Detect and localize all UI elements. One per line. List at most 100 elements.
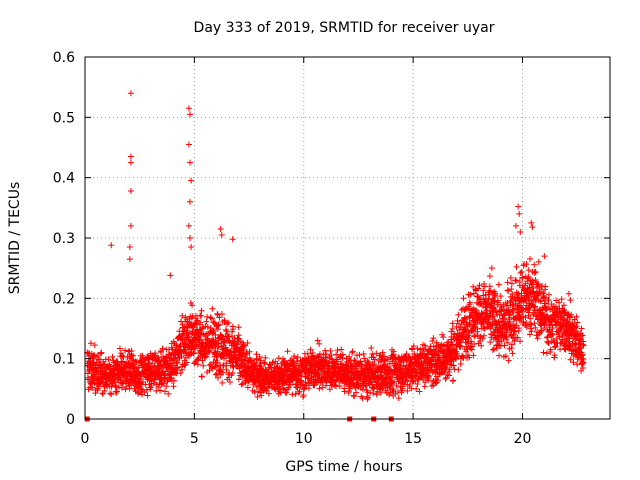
- data-point: [127, 153, 134, 160]
- data-point: [535, 281, 542, 288]
- data-point: [492, 291, 499, 298]
- data-point: [365, 394, 372, 401]
- data-point: [476, 282, 483, 289]
- data-point: [480, 324, 487, 331]
- data-point: [239, 356, 246, 363]
- data-point: [230, 339, 237, 346]
- data-point: [319, 384, 326, 391]
- data-point: [225, 319, 232, 326]
- data-point: [87, 380, 94, 387]
- data-point: [361, 355, 368, 362]
- data-point: [528, 328, 535, 335]
- data-point: [496, 352, 503, 359]
- data-point: [508, 280, 515, 287]
- data-point: [453, 323, 460, 330]
- data-point: [174, 364, 181, 371]
- data-point: [221, 339, 228, 346]
- data-point: [552, 315, 559, 322]
- data-point: [254, 393, 261, 400]
- data-point: [515, 203, 522, 210]
- data-point: [513, 277, 520, 284]
- data-point: [558, 296, 565, 303]
- data-point: [234, 358, 241, 365]
- data-point: [127, 159, 134, 166]
- data-point: [449, 341, 456, 348]
- data-point: [246, 348, 253, 355]
- data-point: [181, 340, 188, 347]
- data-point: [163, 383, 170, 390]
- data-point: [474, 325, 481, 332]
- data-point: [455, 311, 462, 318]
- data-point: [574, 361, 581, 368]
- data-point: [364, 396, 371, 403]
- data-point: [198, 312, 205, 319]
- data-point: [514, 334, 521, 341]
- data-point: [133, 359, 140, 366]
- data-point: [339, 351, 346, 358]
- data-point: [455, 366, 462, 373]
- data-point: [528, 321, 535, 328]
- data-point: [541, 253, 548, 260]
- data-point: [265, 390, 272, 397]
- data-point: [205, 348, 212, 355]
- data-point: [184, 329, 191, 336]
- data-point: [495, 281, 502, 288]
- data-point: [470, 352, 477, 359]
- data-point: [449, 320, 456, 327]
- data-point: [219, 333, 226, 340]
- data-point: [203, 353, 210, 360]
- data-point: [414, 345, 421, 352]
- data-point: [505, 287, 512, 294]
- data-point: [216, 314, 223, 321]
- data-point: [460, 318, 467, 325]
- y-tick-label: 0.4: [53, 171, 75, 187]
- data-point: [556, 299, 563, 306]
- data-point: [490, 346, 497, 353]
- data-point: [471, 333, 478, 340]
- data-point: [497, 293, 504, 300]
- data-point: [504, 339, 511, 346]
- data-point: [198, 373, 205, 380]
- data-point: [502, 333, 509, 340]
- data-point: [105, 356, 112, 363]
- data-point: [126, 244, 133, 251]
- data-point: [451, 366, 458, 373]
- data-point: [307, 346, 314, 353]
- data-point: [512, 328, 519, 335]
- data-point: [316, 340, 323, 347]
- data-point: [350, 392, 357, 399]
- data-point: [502, 353, 509, 360]
- data-point: [466, 354, 473, 361]
- data-point: [230, 326, 237, 333]
- data-point: [471, 341, 478, 348]
- data-point: [229, 362, 236, 369]
- x-tick-label: 10: [295, 431, 313, 447]
- data-point: [575, 331, 582, 338]
- axis-ticks: [84, 56, 610, 420]
- data-point: [495, 318, 502, 325]
- data-point: [197, 319, 204, 326]
- data-point: [373, 350, 380, 357]
- data-point: [240, 347, 247, 354]
- data-point: [450, 362, 457, 369]
- data-point: [149, 360, 156, 367]
- data-point: [203, 318, 210, 325]
- data-point: [519, 274, 526, 281]
- data-point: [497, 343, 504, 350]
- data-point: [522, 314, 529, 321]
- data-point: [549, 331, 556, 338]
- data-point: [284, 348, 291, 355]
- data-point: [511, 338, 518, 345]
- data-point: [449, 325, 456, 332]
- data-point: [108, 242, 115, 249]
- data-point: [316, 385, 323, 392]
- data-point: [226, 338, 233, 345]
- data-point: [87, 340, 94, 347]
- data-point: [516, 308, 523, 315]
- data-point: [532, 295, 539, 302]
- data-point: [275, 355, 282, 362]
- data-point: [444, 371, 451, 378]
- data-point: [108, 391, 115, 398]
- data-point: [516, 210, 523, 217]
- data-point: [429, 338, 436, 345]
